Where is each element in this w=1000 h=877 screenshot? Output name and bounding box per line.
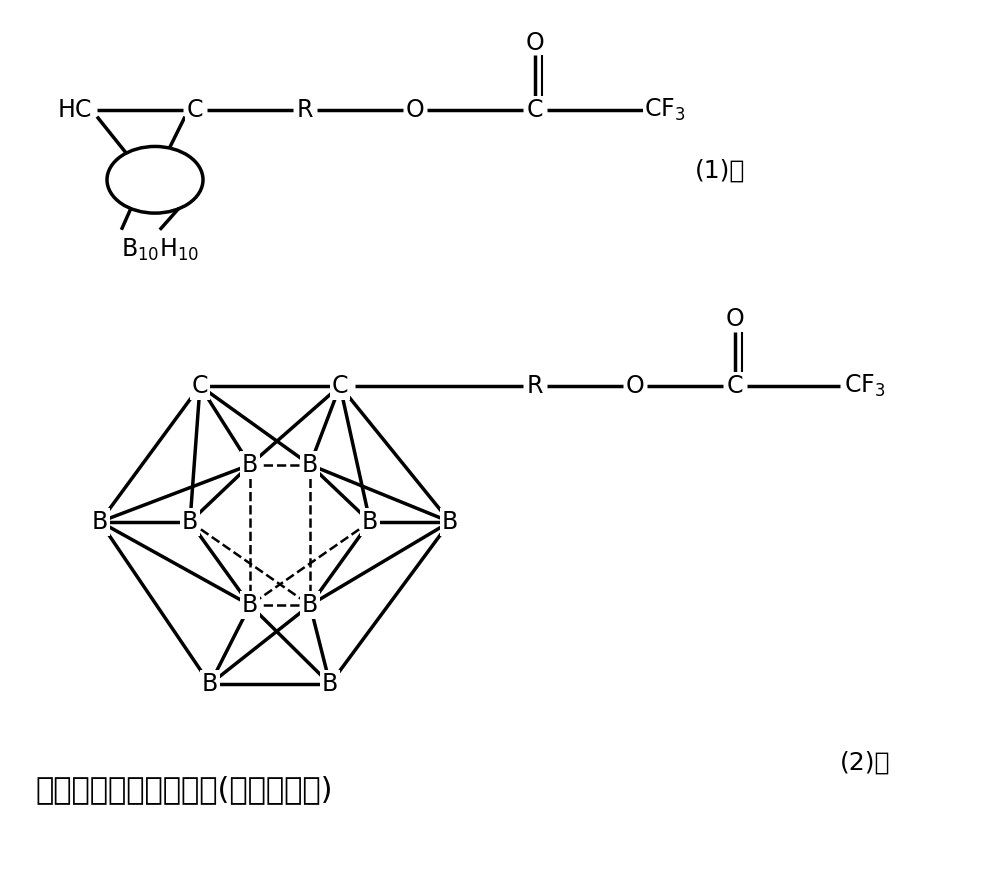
Text: B: B [362, 510, 378, 534]
Text: B: B [242, 593, 258, 617]
Text: C: C [332, 374, 348, 398]
Text: B: B [182, 510, 198, 534]
Text: (1)，: (1)， [695, 159, 745, 183]
Text: C: C [187, 97, 203, 122]
Text: B: B [442, 510, 458, 534]
Text: C: C [192, 374, 208, 398]
Text: O: O [626, 374, 644, 398]
Text: B: B [302, 593, 318, 617]
Text: (2)，: (2)， [840, 751, 890, 775]
Text: C: C [527, 97, 543, 122]
Text: B: B [242, 453, 258, 477]
Text: CF$_3$: CF$_3$ [644, 96, 686, 123]
Text: B: B [202, 672, 218, 696]
Text: O: O [406, 97, 424, 122]
Text: R: R [297, 97, 313, 122]
Text: HC: HC [58, 97, 92, 122]
Text: B: B [92, 510, 108, 534]
Text: O: O [726, 307, 744, 332]
Text: B: B [302, 453, 318, 477]
Text: CF$_3$: CF$_3$ [844, 373, 886, 399]
Text: C: C [727, 374, 743, 398]
Text: O: O [526, 31, 544, 55]
Text: R: R [527, 374, 543, 398]
Text: B$_{10}$H$_{10}$: B$_{10}$H$_{10}$ [121, 237, 199, 262]
Text: 碳酬烷酯类衍生物结构(省略氢原子): 碳酬烷酯类衍生物结构(省略氢原子) [35, 774, 332, 804]
Text: B: B [322, 672, 338, 696]
